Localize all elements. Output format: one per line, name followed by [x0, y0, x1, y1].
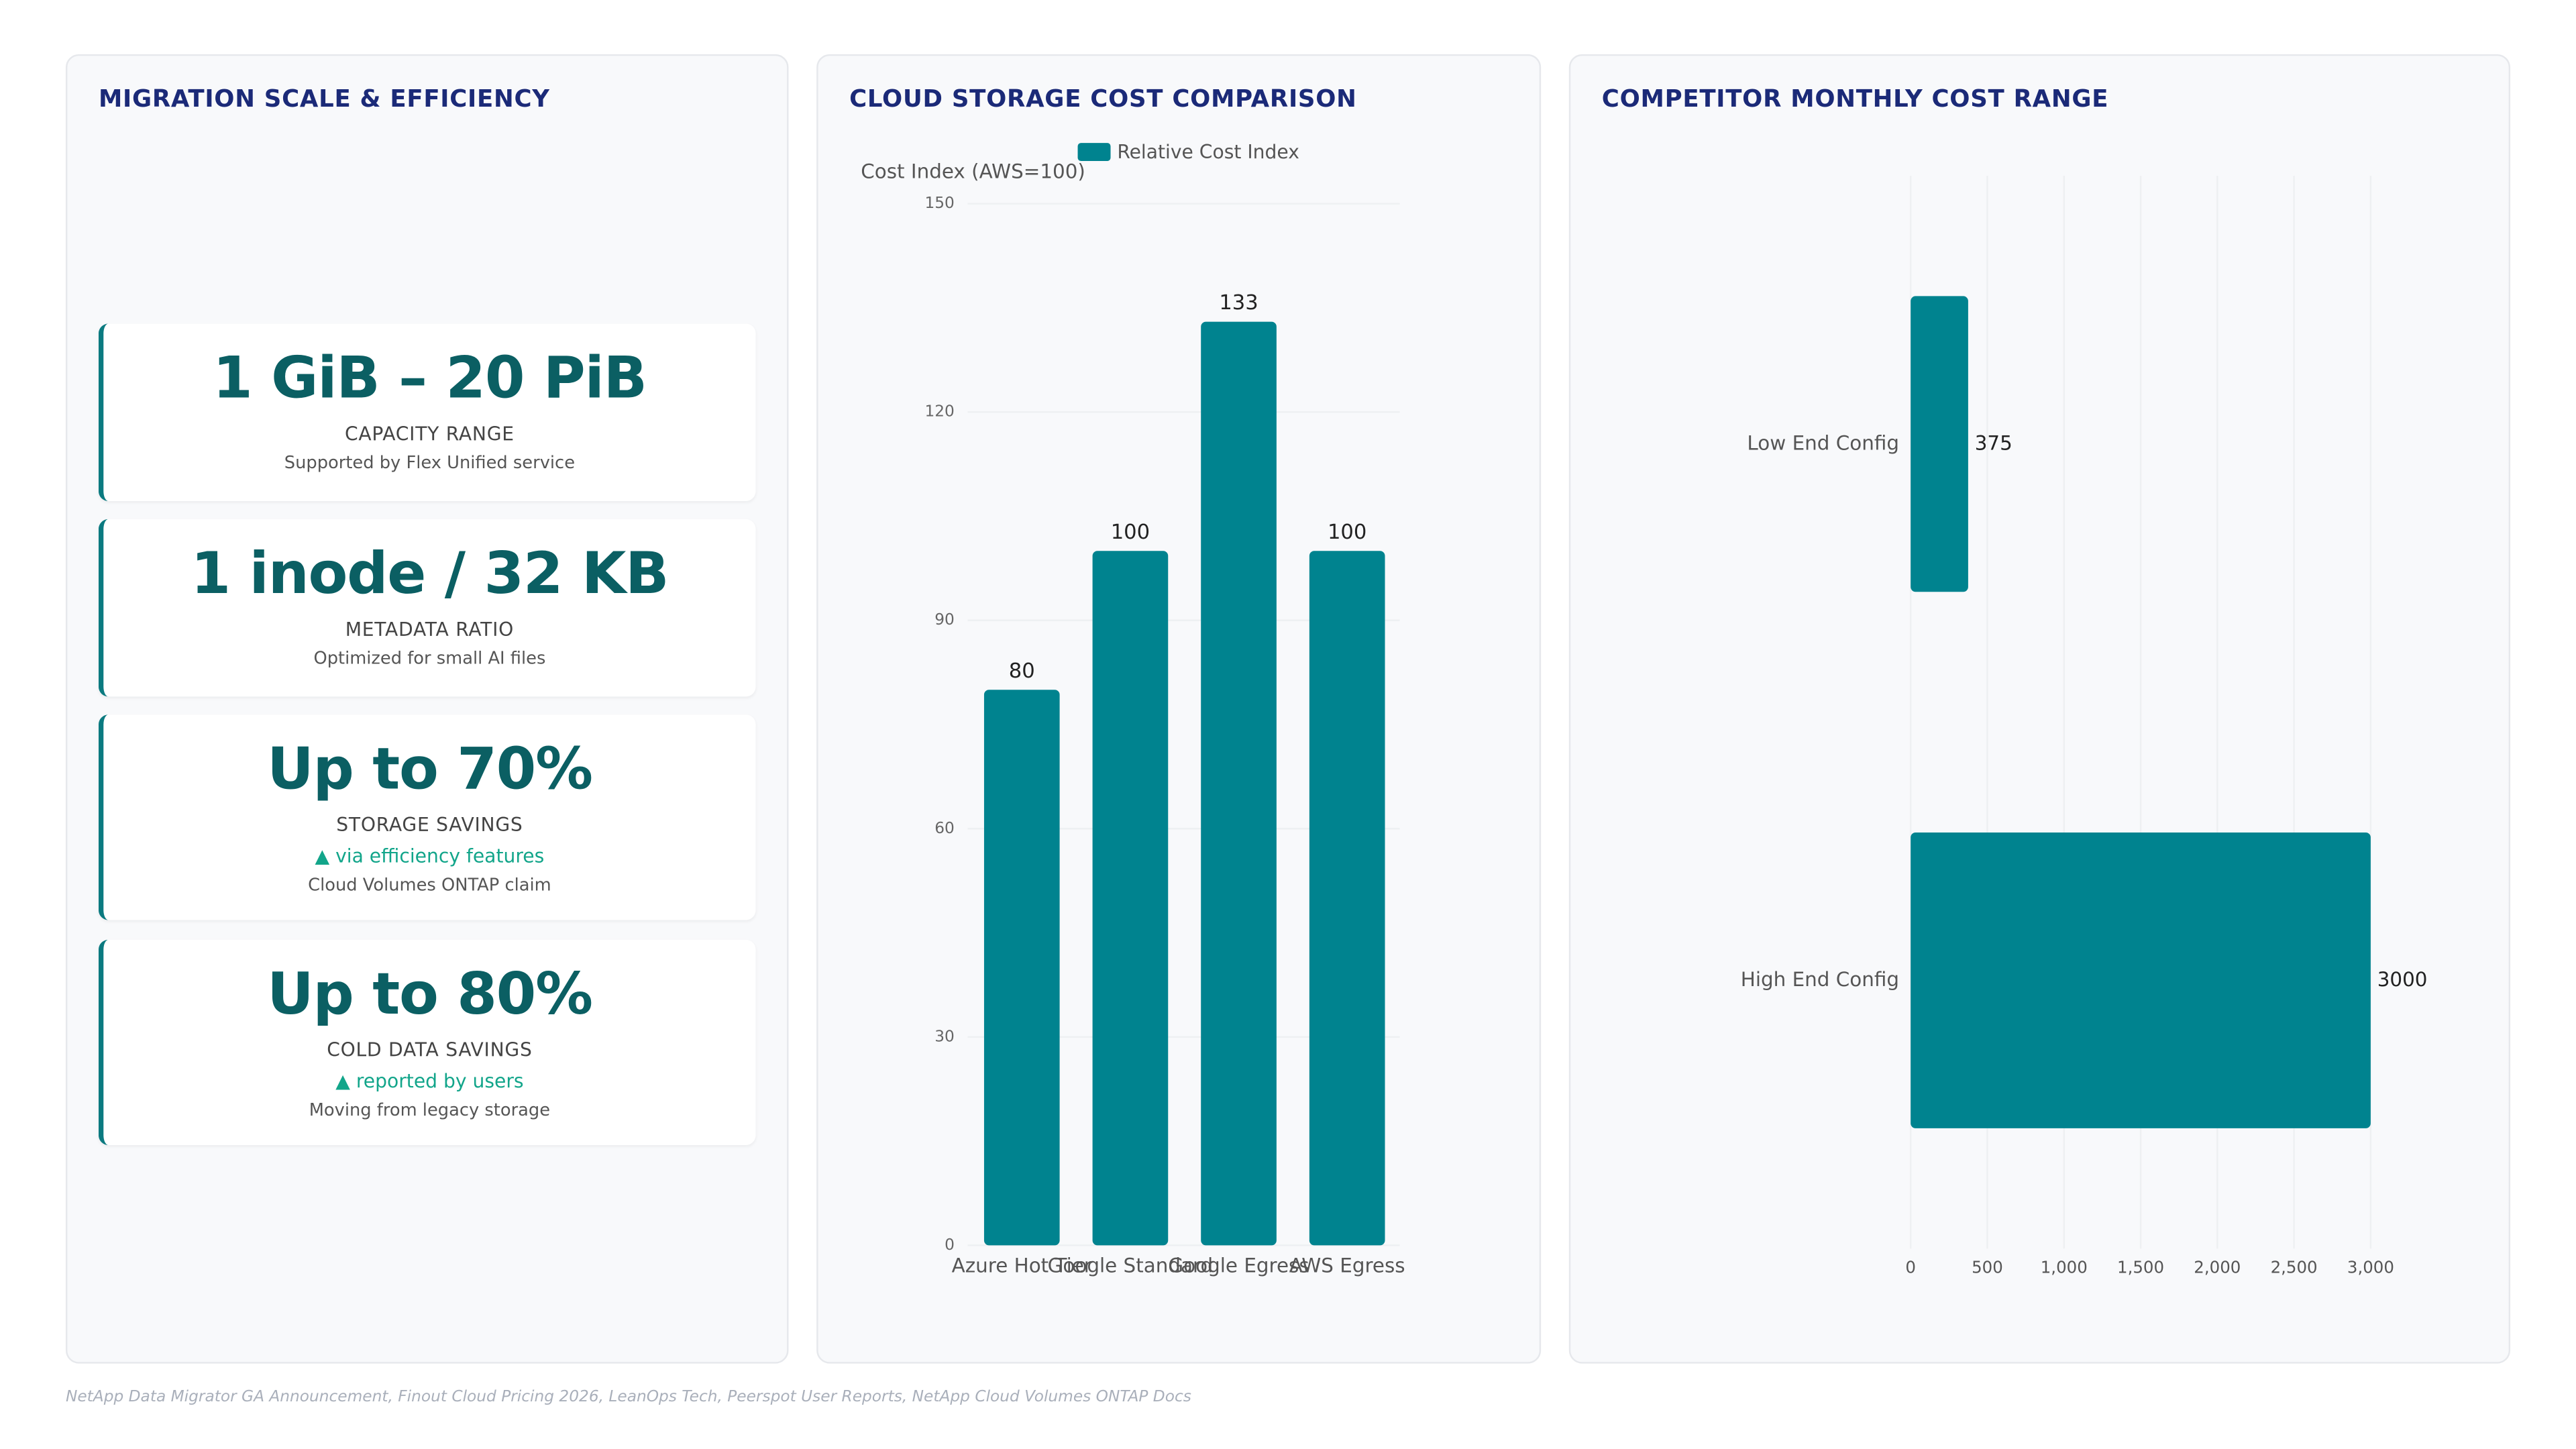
x-tick-label: Azure Hot Tier [952, 1254, 1093, 1277]
bar-value-label: 100 [1111, 521, 1150, 544]
y-tick-label: 0 [945, 1236, 955, 1254]
x-tick-label: 2,500 [2271, 1258, 2318, 1277]
kpi-trend: ▲ via efficiency features [315, 844, 545, 868]
x-tick-label: Google Egress [1168, 1254, 1309, 1277]
x-tick-label: 1,000 [2041, 1258, 2088, 1277]
panel-title: MIGRATION SCALE & EFFICIENCY [98, 87, 550, 113]
bar [1309, 551, 1385, 1246]
y-tick-label: 90 [934, 610, 955, 629]
chart-panel [1568, 54, 2511, 1364]
x-tick-label: AWS Egress [1289, 1254, 1405, 1277]
bar [1092, 551, 1169, 1246]
bar-value-label: 375 [1975, 431, 2012, 454]
bar-value-label: 80 [1009, 659, 1035, 683]
kpi-note: Moving from legacy storage [309, 1100, 551, 1121]
kpi-value: Up to 80% [267, 963, 593, 1029]
kpi-card: Up to 70% STORAGE SAVINGS ▲ via efficiency… [98, 714, 756, 920]
kpi-value: Up to 70% [267, 737, 593, 804]
kpi-label: CAPACITY RANGE [344, 422, 515, 445]
kpi-note: Supported by Flex Unified service [284, 453, 576, 474]
y-tick-label: Low End Config [1747, 431, 1899, 454]
x-tick-label: 2,000 [2194, 1258, 2241, 1277]
y-tick-label: 30 [934, 1027, 955, 1045]
kpi-card: 1 inode / 32 KB METADATA RATIO Optimized f… [98, 519, 756, 697]
bar-value-label: 133 [1219, 291, 1258, 315]
kpi-panel [65, 54, 789, 1364]
kpi-card: 1 GiB – 20 PiB CAPACITY RANGE Supported by… [98, 323, 756, 501]
kpi-note: Cloud Volumes ONTAP claim [308, 875, 551, 896]
bar [1911, 296, 1968, 592]
chart-panel [816, 54, 1542, 1364]
kpi-note: Optimized for small AI files [313, 649, 546, 669]
x-tick-label: 500 [1972, 1258, 2003, 1277]
source-note: NetApp Data Migrator GA Announcement, Fi… [65, 1388, 1191, 1407]
kpi-value: 1 inode / 32 KB [191, 542, 669, 608]
y-tick-label: High End Config [1741, 968, 1899, 991]
kpi-trend: ▲ reported by users [335, 1069, 524, 1093]
y-tick-label: 150 [924, 194, 954, 212]
kpi-value: 1 GiB – 20 PiB [213, 346, 647, 413]
bar-value-label: 100 [1328, 521, 1366, 544]
kpi-label: COLD DATA SAVINGS [327, 1038, 533, 1062]
bar-value-label: 3000 [2377, 968, 2428, 991]
legend-label: Relative Cost Index [1117, 141, 1299, 163]
y-tick-label: 60 [934, 819, 955, 837]
kpi-label: STORAGE SAVINGS [336, 813, 523, 837]
legend-swatch [1077, 143, 1111, 162]
bar [1911, 833, 2371, 1128]
x-tick-label: 1,500 [2117, 1258, 2164, 1277]
bar [1201, 321, 1277, 1246]
kpi-label: METADATA RATIO [345, 617, 515, 641]
kpi-card: Up to 80% COLD DATA SAVINGS ▲ reported by … [98, 939, 756, 1145]
x-tick-label: Google Standard [1048, 1254, 1214, 1277]
y-tick-label: 120 [924, 402, 954, 421]
panel-title: COMPETITOR MONTHLY COST RANGE [1601, 87, 2109, 113]
y-axis-label: Cost Index (AWS=100) [861, 160, 1085, 183]
bar [983, 690, 1060, 1246]
panel-title: CLOUD STORAGE COST COMPARISON [849, 87, 1357, 113]
x-tick-label: 3,000 [2347, 1258, 2394, 1277]
x-tick-label: 0 [1905, 1258, 1916, 1277]
